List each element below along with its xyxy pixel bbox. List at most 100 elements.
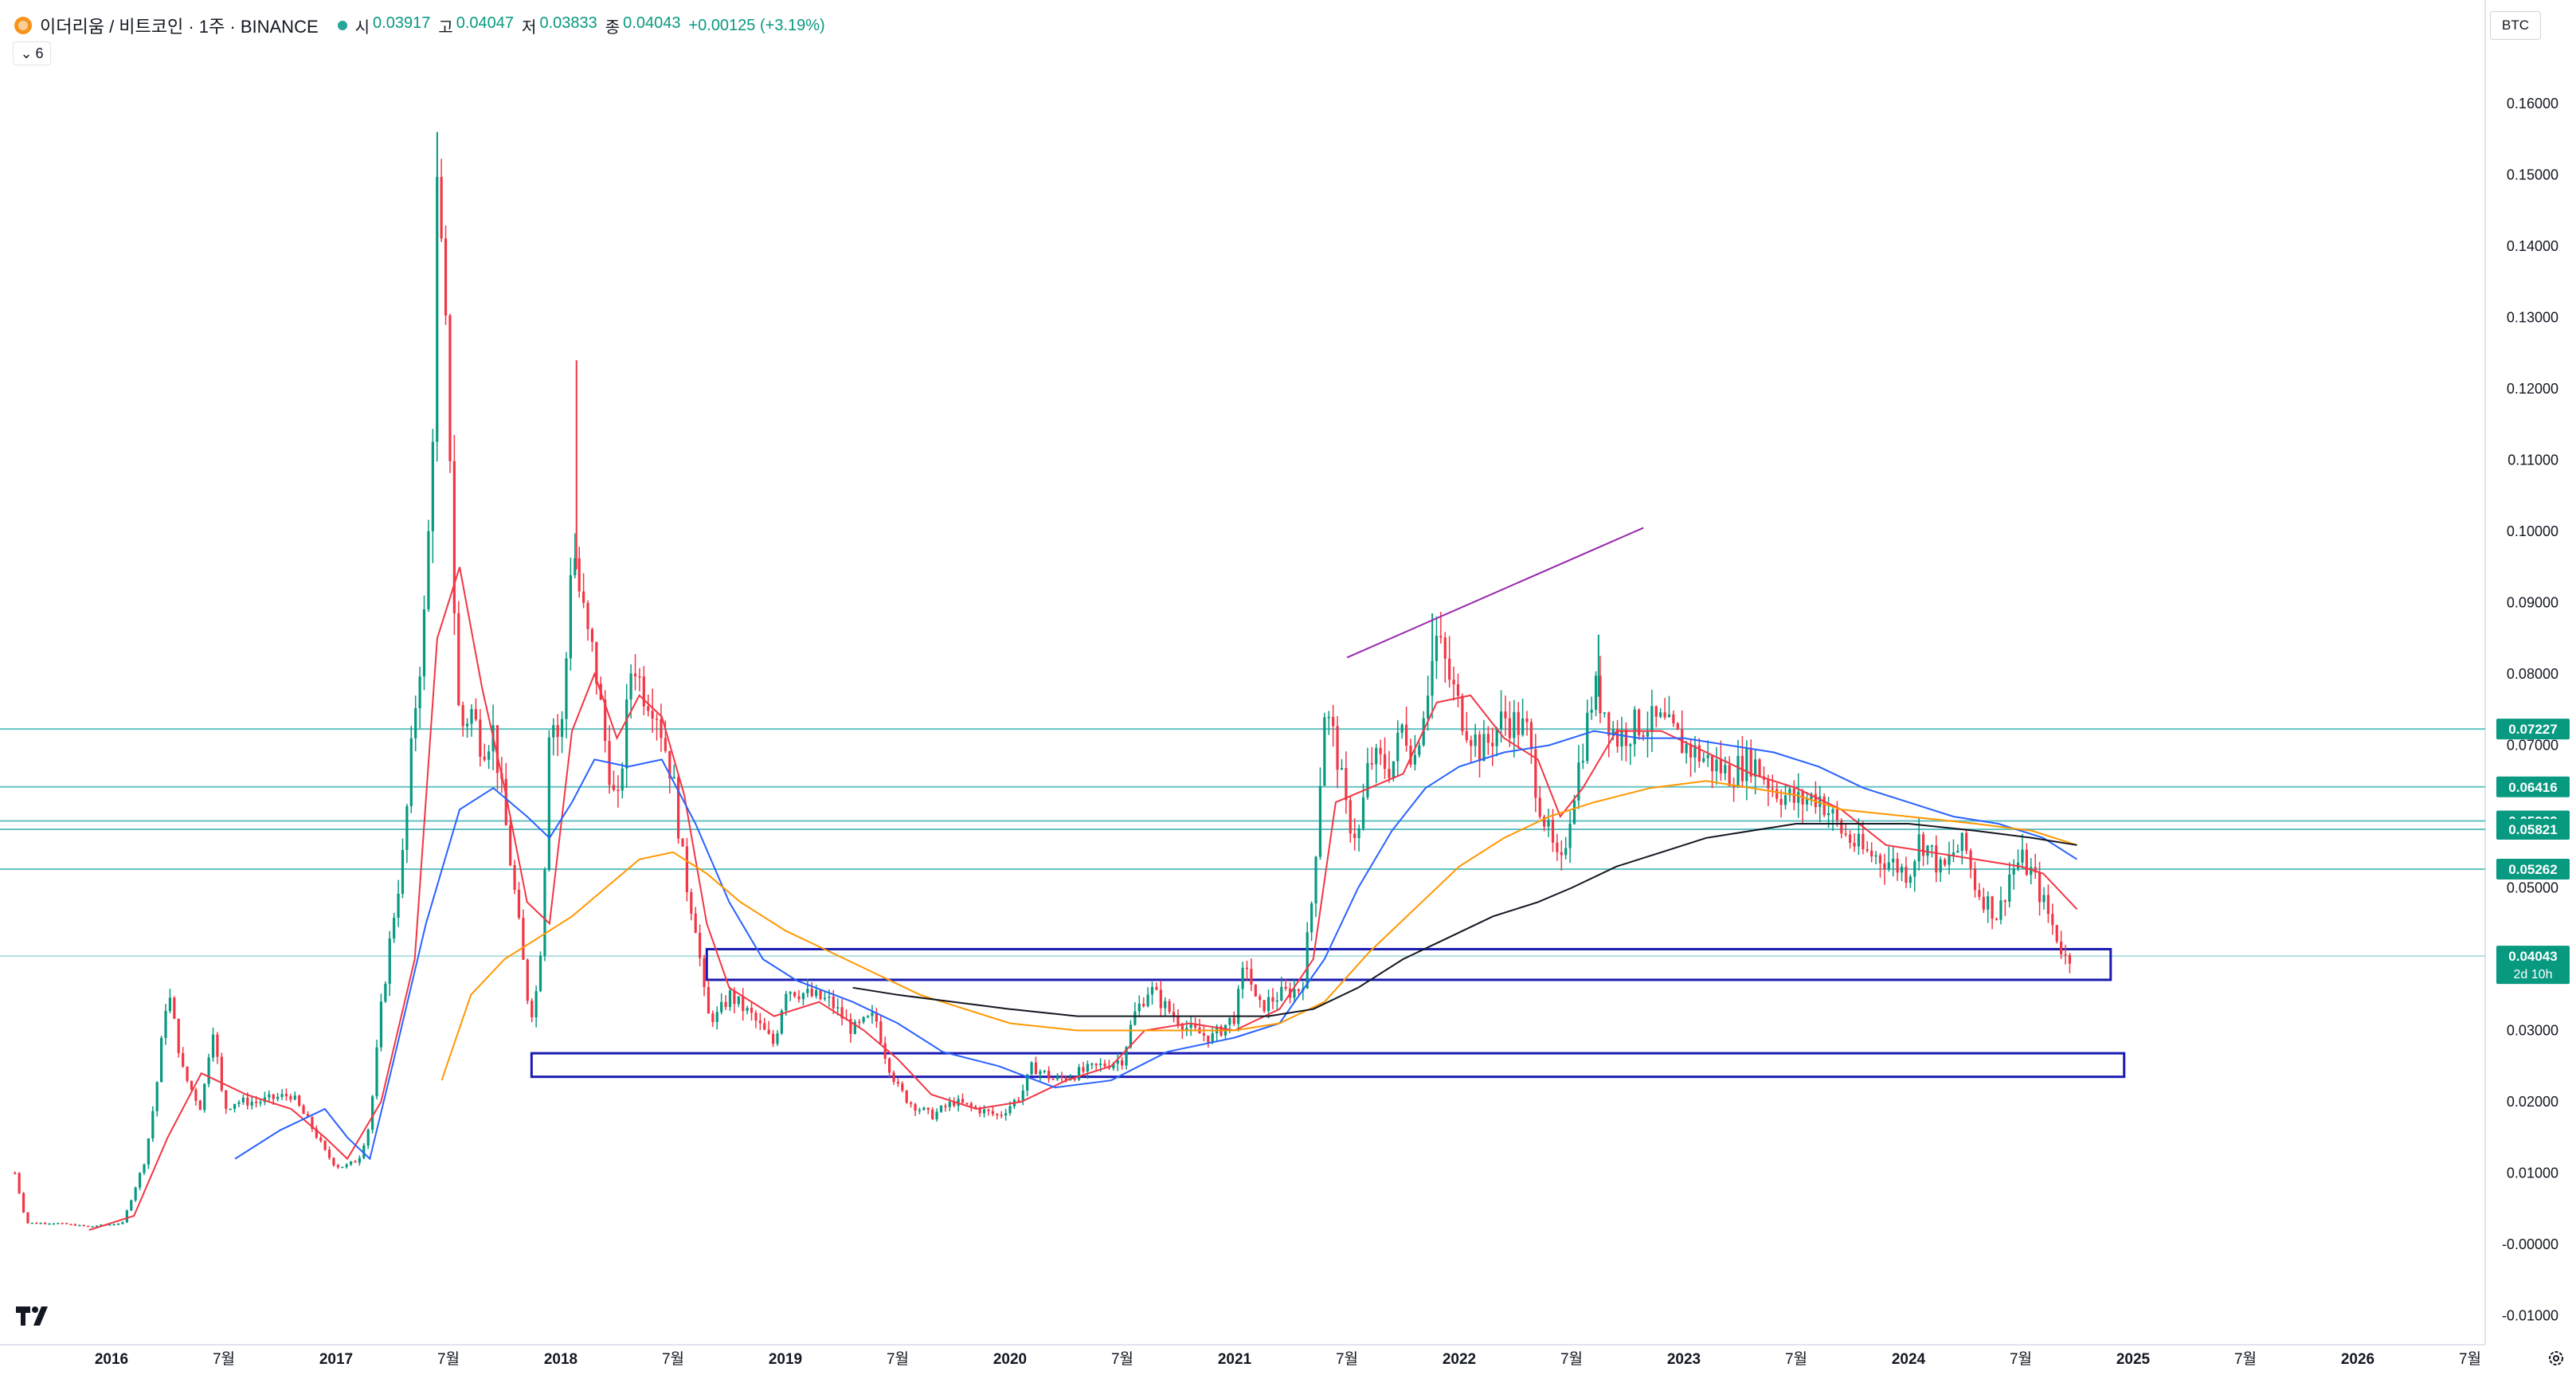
candle-body	[2042, 895, 2046, 903]
candle-body	[116, 1224, 120, 1225]
candle-body	[1112, 1064, 1115, 1068]
candle-body	[556, 725, 559, 738]
candle-body	[586, 602, 589, 629]
indicator-count: 6	[35, 45, 44, 61]
candle-body	[1930, 845, 1933, 847]
moving-average-line	[234, 730, 2078, 1161]
candle-body	[198, 1100, 202, 1111]
candle-body	[52, 1223, 56, 1225]
candle-body	[742, 996, 745, 1012]
candle-body	[660, 719, 663, 738]
candle-body	[1654, 706, 1658, 717]
candle-body	[1775, 789, 1779, 799]
candle-body	[1370, 762, 1373, 765]
candle-body	[1629, 744, 1632, 746]
candle-body	[1435, 636, 1439, 661]
candle-body	[1439, 636, 1443, 638]
candle-body	[754, 1013, 758, 1021]
candle-body	[1594, 676, 1598, 710]
candle-body	[22, 1193, 25, 1212]
candle-body	[1159, 989, 1162, 1009]
candle-body	[1207, 1035, 1210, 1043]
candle-body	[728, 990, 732, 1008]
currency-badge[interactable]: BTC	[2490, 11, 2541, 40]
candle-body	[547, 737, 550, 870]
candle-body	[746, 1007, 749, 1012]
gear-icon[interactable]	[2546, 1348, 2566, 1369]
candle-body	[1835, 809, 1839, 821]
candle-body	[1577, 762, 1580, 801]
symbol-legend: 이더리움 / 비트코인 · 1주 · BINANCE 시 0.03917 고 0.0…	[14, 11, 825, 40]
candle-body	[1529, 722, 1533, 750]
indicators-toggle-button[interactable]: ⌄ 6	[13, 41, 51, 65]
candle-body	[1783, 795, 1787, 805]
candle-body	[1427, 695, 1430, 719]
candle-body	[1896, 858, 1899, 873]
candle-body	[1176, 1016, 1180, 1025]
candle-body	[479, 719, 482, 757]
candle-body	[522, 918, 525, 960]
candle-body	[690, 891, 693, 914]
candle-body	[1366, 762, 1369, 797]
tradingview-logo-icon[interactable]	[14, 1303, 57, 1329]
candle-body	[1831, 809, 1834, 813]
candle-body	[388, 938, 391, 984]
candle-body	[1944, 859, 1947, 865]
candle-body	[685, 846, 689, 892]
candle-body	[677, 777, 680, 839]
symbol-title[interactable]: 이더리움 / 비트코인 · 1주 · BINANCE	[40, 17, 319, 37]
candle-body	[715, 1012, 718, 1023]
candle-body	[538, 955, 542, 992]
candle-body	[1956, 850, 1959, 853]
candle-body	[733, 990, 736, 1005]
y-tick-label: 0.09000	[2507, 595, 2558, 611]
candle-body	[767, 1029, 770, 1034]
price-tag	[2496, 819, 2570, 840]
moving-average-line	[88, 566, 2078, 1232]
candle-body	[543, 869, 546, 956]
candle-body	[1361, 797, 1365, 829]
candle-body	[474, 709, 478, 720]
candle-body	[495, 725, 499, 774]
ohlc-open: 시 0.03917	[354, 14, 431, 37]
candle-body	[2068, 955, 2072, 964]
candle-body	[888, 1058, 891, 1073]
candle-body	[82, 1224, 85, 1227]
candle-body	[1026, 1074, 1029, 1091]
candle-body	[1513, 711, 1516, 738]
candle-body	[621, 768, 624, 791]
candle-body	[948, 1102, 951, 1107]
candle-body	[194, 1089, 198, 1101]
candle-body	[642, 676, 645, 707]
candle-body	[617, 789, 620, 792]
candle-body	[513, 865, 516, 890]
candle-body	[207, 1057, 210, 1084]
candle-body	[233, 1103, 237, 1109]
candle-body	[1827, 813, 1830, 816]
x-tick-label: 7월	[437, 1350, 460, 1368]
candle-body	[1486, 734, 1490, 743]
candle-body	[345, 1164, 348, 1167]
candle-body	[182, 1052, 185, 1067]
candle-body	[582, 591, 585, 603]
candle-body	[1077, 1067, 1081, 1080]
candle-body	[1340, 768, 1344, 770]
candle-body	[1495, 729, 1498, 746]
candle-body	[1241, 967, 1244, 989]
candle-body	[982, 1109, 986, 1114]
y-tick-label: -0.00000	[2502, 1236, 2558, 1252]
candle-body	[1581, 761, 1584, 763]
candle-body	[1952, 852, 1955, 856]
candle-body	[1978, 890, 1981, 897]
candle-body	[1250, 969, 1253, 985]
candle-body	[1004, 1113, 1008, 1116]
candle-body	[1697, 745, 1701, 762]
candle-body	[130, 1200, 133, 1211]
candle-body	[1801, 791, 1804, 805]
candle-body	[1064, 1077, 1067, 1080]
candle-body	[1650, 706, 1654, 732]
candle-body	[65, 1223, 69, 1224]
candle-body	[143, 1164, 146, 1173]
candle-body	[866, 1016, 870, 1018]
